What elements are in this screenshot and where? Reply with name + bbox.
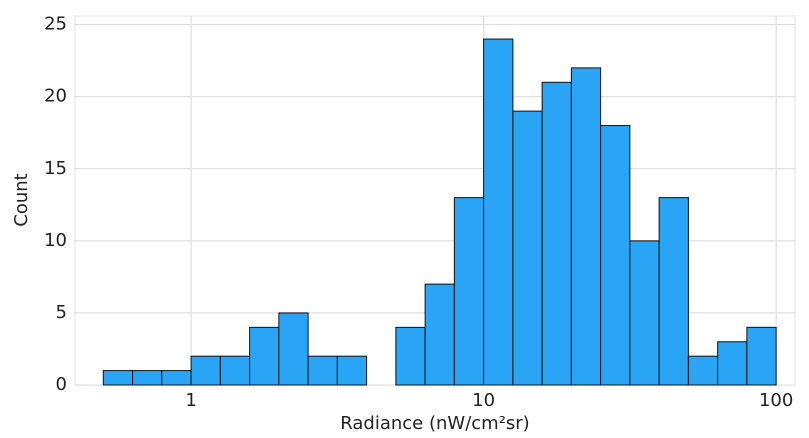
- bar: [132, 370, 163, 386]
- bar: [658, 197, 689, 386]
- bar: [102, 370, 134, 386]
- bar: [424, 283, 455, 386]
- bar: [483, 38, 514, 386]
- bar: [219, 355, 251, 386]
- y-tick-label: 25: [44, 14, 67, 35]
- bar: [395, 326, 426, 386]
- x-axis-label: Radiance (nW/cm²sr): [340, 413, 529, 434]
- bar: [249, 326, 280, 386]
- bar: [336, 355, 368, 386]
- x-tick-label: 10: [472, 390, 495, 411]
- bar: [629, 240, 660, 386]
- y-tick-label: 0: [56, 374, 67, 395]
- bar: [541, 81, 572, 386]
- bar: [512, 110, 543, 386]
- bar: [600, 125, 631, 386]
- bar: [453, 197, 485, 386]
- bar: [190, 355, 221, 386]
- bar: [687, 355, 719, 386]
- bar: [278, 312, 309, 386]
- y-tick-label: 20: [44, 86, 67, 107]
- bar: [161, 370, 192, 386]
- x-tick-label: 1: [185, 390, 196, 411]
- y-tick-label: 10: [44, 230, 67, 251]
- bar: [717, 341, 748, 386]
- bar: [307, 355, 338, 386]
- bar: [746, 326, 777, 386]
- y-axis-label: Count: [11, 173, 32, 226]
- x-tick-label: 100: [759, 390, 793, 411]
- y-tick-label: 5: [56, 302, 67, 323]
- bar: [570, 67, 602, 386]
- y-tick-label: 15: [44, 158, 67, 179]
